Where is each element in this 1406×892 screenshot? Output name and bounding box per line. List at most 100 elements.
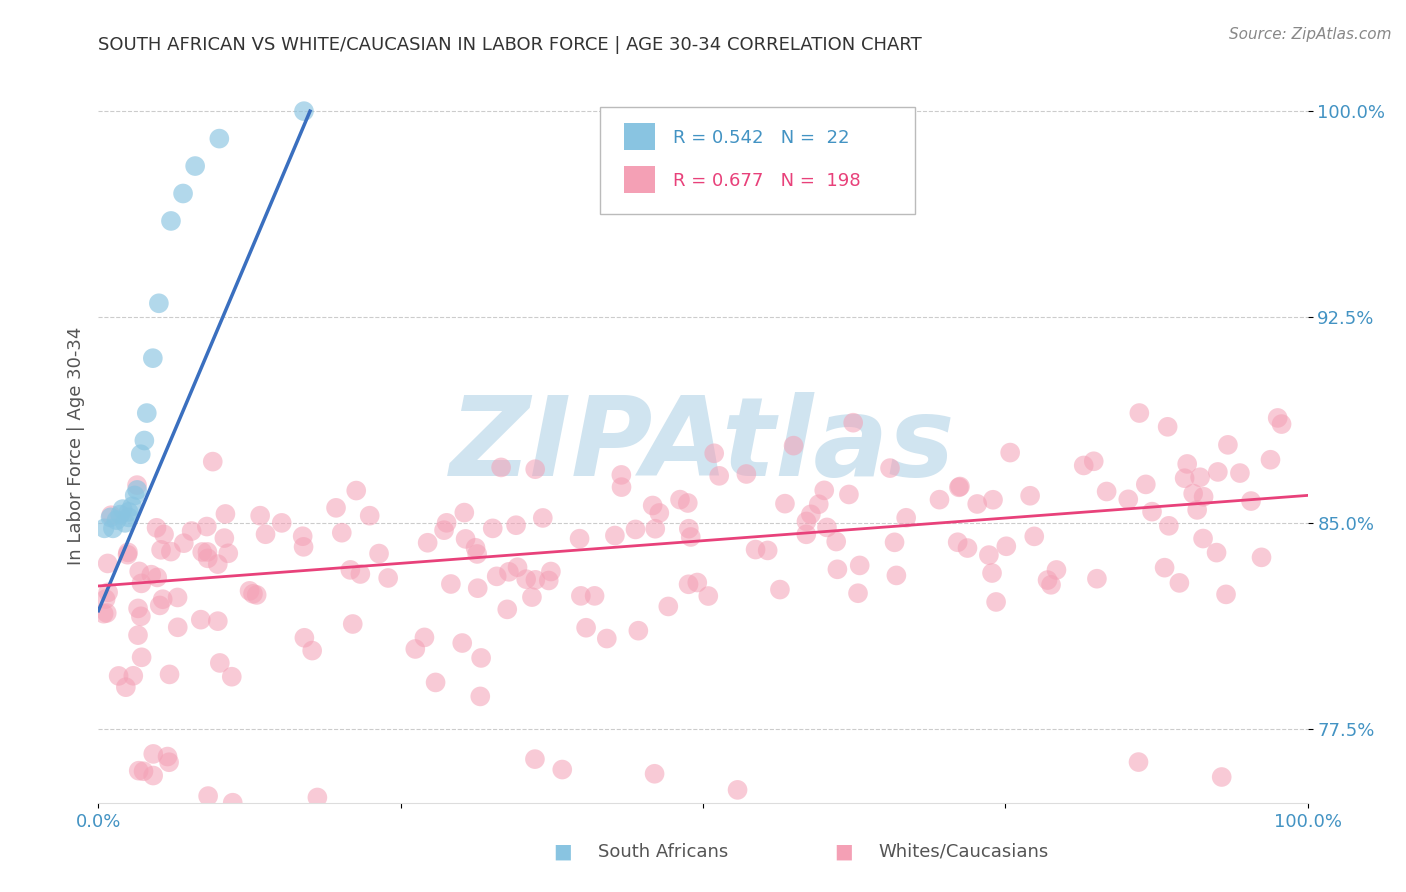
Point <box>413 631 436 645</box>
Point <box>1260 452 1282 467</box>
Point <box>451 636 474 650</box>
FancyBboxPatch shape <box>600 107 915 214</box>
Point <box>135 406 157 420</box>
Point <box>292 540 315 554</box>
Point <box>150 542 173 557</box>
Point <box>153 527 176 541</box>
Point <box>208 656 231 670</box>
Point <box>1128 406 1150 420</box>
Point <box>928 492 950 507</box>
Point <box>1174 471 1197 485</box>
Point <box>624 523 647 537</box>
Point <box>540 565 562 579</box>
Point <box>848 558 870 573</box>
Point <box>838 487 860 501</box>
Point <box>93 521 115 535</box>
Point <box>111 502 134 516</box>
Text: Whites/Caucasians: Whites/Caucasians <box>879 843 1049 861</box>
Y-axis label: In Labor Force | Age 30-34: In Labor Force | Age 30-34 <box>66 326 84 566</box>
Point <box>172 186 194 201</box>
Point <box>342 617 364 632</box>
Point <box>1024 529 1046 543</box>
Point <box>676 496 699 510</box>
Point <box>222 796 245 810</box>
Point <box>744 542 766 557</box>
Point <box>966 497 988 511</box>
Point <box>825 534 848 549</box>
Text: ▪: ▪ <box>834 838 853 866</box>
Point <box>813 483 835 498</box>
Point <box>956 541 979 555</box>
Point <box>141 567 163 582</box>
Point <box>815 520 838 534</box>
Point <box>1205 546 1227 560</box>
Point <box>1153 560 1175 574</box>
Point <box>1045 563 1067 577</box>
Point <box>157 756 180 770</box>
Point <box>949 479 972 493</box>
Point <box>152 592 174 607</box>
Point <box>148 296 170 310</box>
Point <box>531 511 554 525</box>
Point <box>1189 470 1212 484</box>
Point <box>648 506 671 520</box>
Text: R = 0.542   N =  22: R = 0.542 N = 22 <box>672 128 849 146</box>
Point <box>301 643 323 657</box>
Point <box>117 545 139 559</box>
Point <box>1250 550 1272 565</box>
Point <box>221 670 243 684</box>
Point <box>496 602 519 616</box>
Text: SOUTH AFRICAN VS WHITE/CAUCASIAN IN LABOR FORCE | AGE 30-34 CORRELATION CHART: SOUTH AFRICAN VS WHITE/CAUCASIAN IN LABO… <box>98 36 922 54</box>
Point <box>97 557 120 571</box>
Point <box>846 586 869 600</box>
Point <box>782 439 804 453</box>
Point <box>515 572 537 586</box>
Point <box>596 632 619 646</box>
Point <box>197 551 219 566</box>
Point <box>368 547 391 561</box>
Point <box>1192 532 1215 546</box>
Point <box>249 508 271 523</box>
Point <box>105 513 128 527</box>
Point <box>603 528 626 542</box>
Point <box>669 492 692 507</box>
FancyBboxPatch shape <box>624 123 655 150</box>
Point <box>292 631 315 645</box>
Point <box>197 545 219 559</box>
Point <box>610 480 633 494</box>
Point <box>246 588 269 602</box>
Point <box>124 488 146 502</box>
Point <box>129 447 152 461</box>
Point <box>180 524 202 538</box>
Point <box>551 763 574 777</box>
Point <box>242 587 264 601</box>
Point <box>184 159 207 173</box>
Point <box>1128 755 1150 769</box>
Point <box>498 565 520 579</box>
Point <box>1040 578 1063 592</box>
Point <box>644 522 666 536</box>
Point <box>1157 518 1180 533</box>
Point <box>142 768 165 782</box>
Point <box>465 547 488 561</box>
Point <box>349 567 371 582</box>
Point <box>416 535 439 549</box>
Point <box>709 468 731 483</box>
Point <box>146 570 169 584</box>
Point <box>505 518 527 533</box>
Point <box>108 508 131 522</box>
Point <box>686 575 709 590</box>
Point <box>800 508 823 522</box>
Point <box>995 539 1018 553</box>
Point <box>756 543 779 558</box>
Point <box>115 680 138 694</box>
Point <box>1036 573 1059 587</box>
Point <box>127 628 149 642</box>
Point <box>270 516 292 530</box>
Point <box>883 535 905 549</box>
Point <box>1073 458 1095 473</box>
Point <box>981 492 1004 507</box>
Point <box>377 571 399 585</box>
Point <box>575 621 598 635</box>
Text: Source: ZipAtlas.com: Source: ZipAtlas.com <box>1229 27 1392 42</box>
